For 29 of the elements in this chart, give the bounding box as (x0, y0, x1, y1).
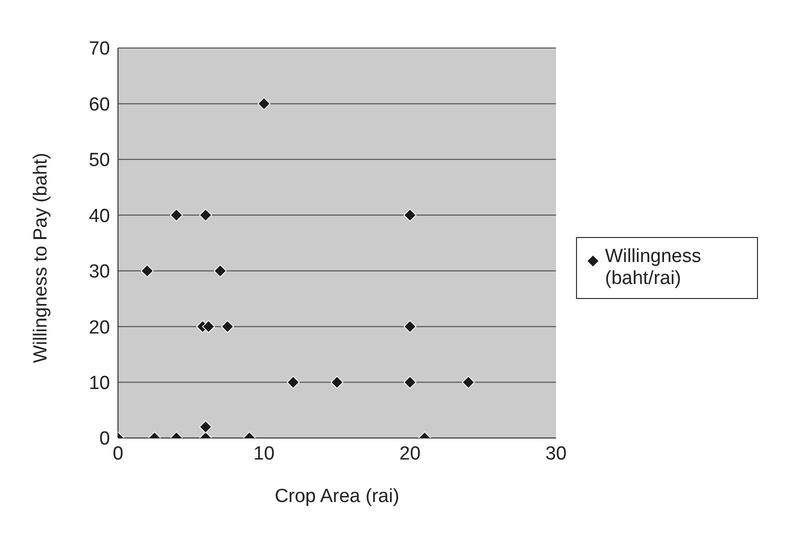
x-tick-label: 20 (399, 443, 421, 464)
y-tick-label: 50 (88, 150, 110, 172)
point (330, 376, 344, 389)
point (199, 208, 212, 222)
y-tick-label: 10 (88, 373, 110, 394)
point (286, 376, 300, 389)
point (170, 208, 183, 222)
y-tick-label: 70 (88, 38, 110, 60)
point (404, 376, 416, 389)
point (199, 420, 212, 434)
point (404, 208, 416, 222)
point (140, 264, 154, 278)
x-axis-title: Crop Area (rai) (274, 486, 400, 507)
point (462, 376, 475, 389)
x-tick-label: 10 (253, 443, 275, 464)
y-tick-label: 20 (88, 317, 110, 338)
point (214, 264, 227, 278)
point (404, 320, 416, 333)
y-axis-title: Willingness to Pay (baht) (30, 152, 52, 363)
point (258, 97, 270, 110)
y-tick-label: 30 (88, 262, 110, 283)
y-tick-label: 0 (99, 428, 110, 450)
y-tick-label: 60 (88, 94, 110, 116)
y-tick-label: 40 (88, 206, 110, 227)
legend-label: Willingness (baht/rai) (605, 246, 702, 290)
x-tick-label: 30 (545, 443, 567, 464)
point (221, 320, 234, 333)
point (202, 320, 215, 333)
x-tick-label: 0 (112, 443, 124, 464)
